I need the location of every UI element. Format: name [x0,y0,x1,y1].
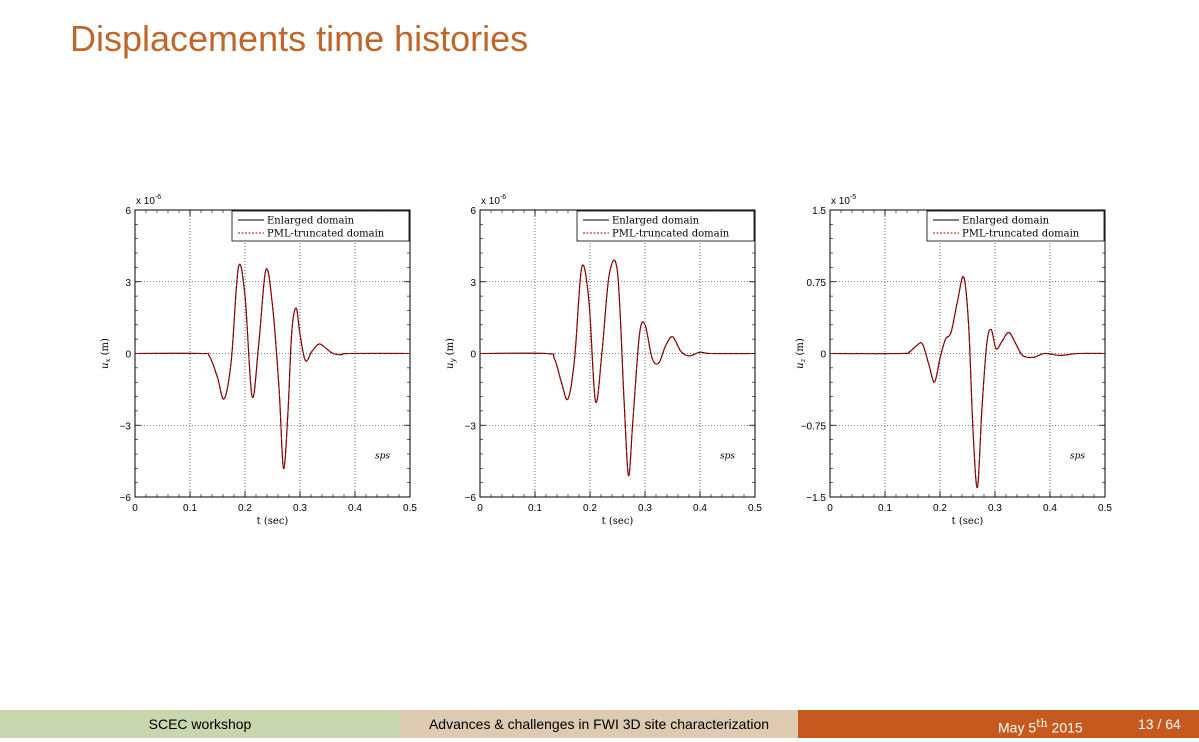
y-axis-label: uz (m) [795,338,807,369]
y-tick-label: −6 [120,493,132,504]
chart-uz: 0 0.1 0.2 0.3 0.4 0.5 −1.5 −0.75 0 0.75 1.5 x 10-5 t… [795,194,1112,527]
footer-date-prefix: May 5 [998,719,1037,736]
y-tick-label: −6 [465,493,477,504]
y-tick-label: 6 [470,206,476,217]
plot-frame [479,209,756,498]
y-axis-unit: (m) [100,338,111,359]
x-tick-label: 0.2 [933,503,947,514]
series-enlarged-domain-line [479,259,756,477]
footer-date: May 5th 2015 [998,710,1083,742]
y-axis-var: u [445,362,456,368]
y-axis-unit: (m) [445,338,456,359]
x-axis-label: t (sec) [257,516,289,527]
y-axis-var: u [100,362,111,368]
legend-box [926,210,1105,242]
footer-event: SCEC workshop [0,710,400,738]
x-tick-label: 0 [477,503,483,514]
y-exponent-label: x 10-6 [136,194,161,207]
y-tick-label: 1.5 [812,206,826,217]
legend-label: PML-truncated domain [612,229,730,240]
y-axis-sub: x [104,358,112,362]
footer: SCEC workshop Advances & challenges in F… [0,710,1199,738]
legend-label: Enlarged domain [962,216,1050,227]
series-enlarged-domain-line [134,263,411,469]
y-exponent-power: -6 [500,194,506,201]
plot-frame [134,209,411,498]
y-tick-label: −3 [120,421,132,432]
legend-label: Enlarged domain [612,216,700,227]
footer-page-number: 13 / 64 [1138,716,1181,732]
y-axis-sub: z [799,358,807,363]
x-tick-label: 0.5 [403,503,417,514]
legend-label: Enlarged domain [267,216,355,227]
y-tick-label: 3 [125,278,131,289]
annotation-label: sps [375,451,390,461]
y-axis-sub: y [449,357,457,363]
x-tick-label: 0.2 [238,503,252,514]
slide-title: Displacements time histories [70,18,529,59]
x-tick-label: 0 [132,503,138,514]
y-exponent-label: x 10-6 [481,194,506,207]
y-tick-label: 6 [125,206,131,217]
x-tick-label: 0.3 [988,503,1002,514]
series-pml-truncated-line [829,275,1106,488]
footer-talk-title: Advances & challenges in FWI 3D site cha… [400,710,798,738]
legend-box [231,210,410,242]
x-tick-label: 0.4 [693,503,707,514]
y-tick-label: −3 [465,421,477,432]
y-tick-label: −0.75 [801,421,827,432]
x-tick-label: 0 [827,503,833,514]
x-axis-label: t (sec) [952,516,984,527]
x-tick-label: 0.1 [183,503,197,514]
x-tick-label: 0.1 [528,503,542,514]
plot-frame [829,209,1106,498]
series-pml-truncated-line [134,263,411,469]
x-tick-label: 0.3 [293,503,307,514]
x-tick-label: 0.1 [878,503,892,514]
y-tick-label: 0.75 [807,278,827,289]
y-exponent-label: x 10-5 [831,194,856,207]
footer-date-sup: th [1036,717,1048,730]
y-axis-var: u [795,362,806,368]
x-tick-label: 0.5 [748,503,762,514]
footer-date-year: 2015 [1051,719,1083,736]
chart-ux: 0 0.1 0.2 0.3 0.4 0.5 −6 −3 0 3 6 x 10-6 t (sec) ux (… [100,194,417,527]
x-tick-label: 0.4 [348,503,362,514]
y-tick-label: 0 [125,350,131,361]
y-tick-label: 0 [470,350,476,361]
annotation-label: sps [1070,451,1085,461]
annotation-label: sps [720,451,735,461]
footer-date-page: May 5th 2015 13 / 64 [798,710,1199,738]
y-exponent-power: -5 [850,194,856,201]
y-axis-label: uy (m) [445,338,457,369]
series-pml-truncated-line [479,259,756,477]
legend-label: PML-truncated domain [962,229,1080,240]
x-tick-label: 0.5 [1098,503,1112,514]
legend-label: PML-truncated domain [267,229,385,240]
y-tick-label: −1.5 [806,493,826,504]
x-tick-label: 0.3 [638,503,652,514]
chart-uy: 0 0.1 0.2 0.3 0.4 0.5 −6 −3 0 3 6 x 10-6 t (sec) uy (… [445,194,762,527]
y-tick-label: 0 [820,350,826,361]
y-axis-label: ux (m) [100,338,112,369]
x-axis-label: t (sec) [602,516,634,527]
y-tick-label: 3 [470,278,476,289]
legend-box [576,210,755,242]
x-tick-label: 0.2 [583,503,597,514]
x-tick-label: 0.4 [1043,503,1057,514]
y-axis-unit: (m) [795,338,806,359]
y-exponent-power: -6 [155,194,161,201]
